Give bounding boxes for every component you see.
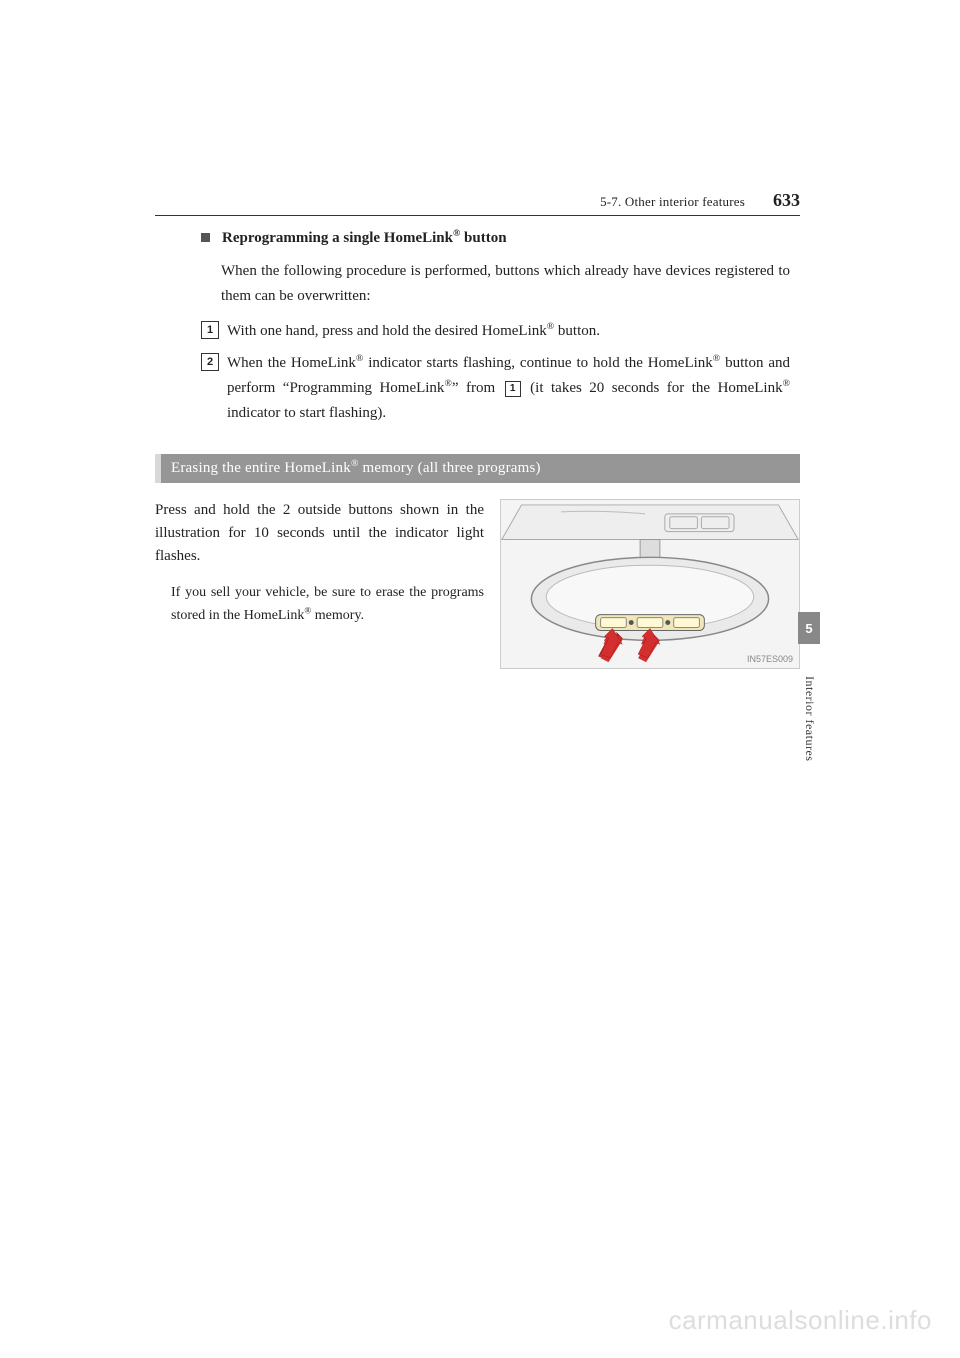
- reprogram-intro: When the following procedure is performe…: [221, 259, 790, 309]
- mirror-svg: [501, 500, 799, 668]
- registered-icon: ®: [351, 458, 359, 469]
- erase-columns: Press and hold the 2 outside buttons sho…: [155, 499, 800, 669]
- chapter-side-label: Interior features: [802, 676, 817, 761]
- image-code: IN57ES009: [747, 654, 793, 664]
- mirror-illustration: IN57ES009: [500, 499, 800, 669]
- erase-text-column: Press and hold the 2 outside buttons sho…: [155, 499, 484, 669]
- registered-icon: ®: [444, 378, 451, 389]
- section-label: 5-7. Other interior features: [600, 194, 745, 210]
- page-header: 5-7. Other interior features 633: [155, 190, 800, 216]
- step-number-box: 1: [201, 321, 219, 339]
- heading-pre: Reprogramming a single HomeLink: [222, 230, 453, 246]
- step-number-box: 2: [201, 353, 219, 371]
- page-number: 633: [773, 190, 800, 211]
- watermark: carmanualsonline.info: [669, 1305, 932, 1336]
- step-1-text: With one hand, press and hold the desire…: [227, 319, 790, 344]
- erase-section-bar: Erasing the entire HomeLink® memory (all…: [155, 454, 800, 483]
- step-2-text: When the HomeLink® indicator starts flas…: [227, 351, 790, 425]
- step-2: 2 When the HomeLink® indicator starts fl…: [201, 351, 790, 425]
- step-1: 1 With one hand, press and hold the desi…: [201, 319, 790, 344]
- inline-step-ref: 1: [505, 381, 521, 397]
- chapter-tab: 5: [798, 612, 820, 644]
- erase-p2: If you sell your vehicle, be sure to era…: [171, 582, 484, 627]
- erase-p1: Press and hold the 2 outside buttons sho…: [155, 499, 484, 569]
- reprogram-heading: Reprogramming a single HomeLink® button: [201, 230, 790, 247]
- reprogram-subsection: Reprogramming a single HomeLink® button …: [201, 230, 790, 426]
- heading-post: button: [460, 230, 506, 246]
- heading-text: Reprogramming a single HomeLink® button: [222, 230, 507, 247]
- registered-icon: ®: [783, 378, 790, 389]
- square-bullet-icon: [201, 233, 210, 242]
